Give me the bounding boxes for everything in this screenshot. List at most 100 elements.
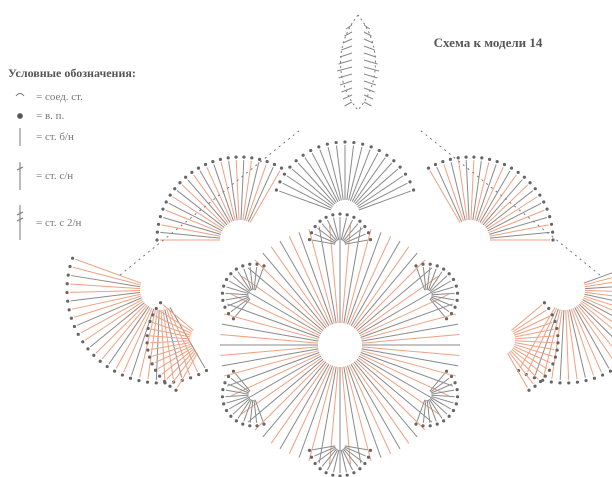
chain [156,222,161,226]
chain [234,155,238,159]
chain [224,277,229,282]
stitch [431,389,455,395]
chain [69,316,73,320]
stitch [220,162,236,221]
chain [532,376,536,380]
stitch [160,309,166,380]
stitch [476,164,497,222]
stitch [357,357,439,415]
chain [455,395,460,399]
legend-symbols [15,93,25,240]
stitch [527,307,558,373]
stitch [220,346,319,356]
stitch [326,449,339,471]
stitch [358,182,408,209]
chain [288,165,292,169]
stitch [150,335,191,340]
stitch [430,297,450,313]
chain [66,299,70,303]
stitch [426,267,431,291]
stitch [348,236,392,326]
stitch [361,334,460,344]
chain [234,419,238,423]
stitch [575,306,612,359]
chain [224,408,229,413]
chain [455,291,460,295]
stitch [514,343,553,357]
stitch [348,146,363,201]
chain [542,301,547,305]
stitch [235,160,240,221]
stitch [89,302,145,348]
stitch [470,160,475,221]
stitch [157,347,193,370]
stitch [317,447,337,463]
stitch [570,308,594,376]
stitch [342,38,353,44]
stitch [341,219,354,241]
stitch [70,291,141,302]
stitch [342,94,353,100]
stitch [430,397,452,410]
chain [196,166,201,170]
stitch [512,309,547,333]
stitch [353,252,418,329]
chain [262,422,266,426]
stitch [361,350,457,377]
chain [527,388,531,392]
chain [553,319,557,324]
chain [158,215,162,219]
chain [178,181,182,185]
stitch [160,231,221,239]
stitch [361,348,459,367]
stitch [308,228,335,324]
stitch [345,24,353,30]
stitch [363,24,371,30]
stitch [286,175,333,208]
chain [358,219,362,223]
stitch [427,268,437,291]
chain [154,381,158,385]
chain [148,319,152,324]
stitch [584,290,612,292]
stitch [348,364,392,454]
chain [161,207,165,211]
stitch [341,45,353,51]
stitch [350,240,401,327]
stitch [431,395,454,404]
stitch [474,162,490,221]
chain [495,159,499,164]
stitch [223,313,319,340]
chain [385,153,389,157]
stitch [511,348,544,375]
chain [150,362,154,366]
stitch [565,309,570,380]
stitch [155,315,192,334]
stitch [279,363,330,450]
stitch [489,231,550,239]
stitch [583,297,612,311]
stitch [254,259,325,330]
stitch [342,448,359,467]
stitch [341,366,351,465]
stitch [235,284,322,335]
chain [584,378,588,383]
chain [435,264,439,268]
chain [211,159,215,164]
stitch [338,73,353,79]
stitch [361,346,460,356]
chain [528,181,532,185]
chain [145,334,149,338]
stitch [355,168,399,206]
chain [68,264,72,269]
stitch [584,277,612,286]
stitch [559,309,565,380]
stitch [327,146,342,201]
stitch [430,377,450,393]
stitch [77,297,142,326]
stitch [225,292,249,296]
stitch [227,352,320,387]
stitch [243,268,253,291]
stitch [237,271,252,292]
stitch [270,246,328,328]
